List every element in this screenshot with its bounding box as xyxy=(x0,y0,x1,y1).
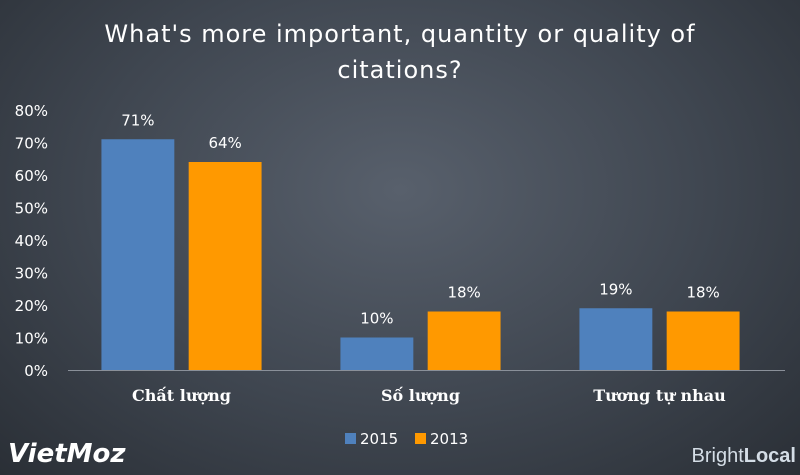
category-labels-group: Chất lượng Số lượng Tương tự nhau xyxy=(132,386,726,405)
vietmoz-logo: VietMoz xyxy=(8,439,126,469)
bar-2015-0 xyxy=(101,139,175,370)
legend-label-2015: 2015 xyxy=(360,430,398,448)
legend-label-2013: 2013 xyxy=(430,430,468,448)
data-label-2013-0: 64% xyxy=(208,134,241,152)
y-tick-label: 50% xyxy=(15,200,48,218)
bar-2013-0 xyxy=(188,162,262,370)
y-tick-label: 80% xyxy=(15,102,48,120)
y-tick-label: 0% xyxy=(24,362,48,380)
data-label-2015-1: 10% xyxy=(360,310,393,328)
category-label-1: Số lượng xyxy=(381,386,460,405)
brightlocal-logo-part1: Bright xyxy=(692,445,745,467)
bar-series-group xyxy=(101,139,740,370)
category-label-2: Tương tự nhau xyxy=(593,386,726,405)
data-label-2013-2: 18% xyxy=(686,284,719,302)
brightlocal-logo-part2: Local xyxy=(744,445,796,467)
data-label-2015-0: 71% xyxy=(121,111,154,129)
y-tick-label: 40% xyxy=(15,232,48,250)
bar-2013-2 xyxy=(666,311,740,370)
bar-2015-2 xyxy=(579,308,653,370)
bar-2015-1 xyxy=(340,337,414,370)
y-tick-label: 70% xyxy=(15,135,48,153)
data-label-2013-1: 18% xyxy=(447,284,480,302)
legend-swatch-2013 xyxy=(415,433,426,444)
y-tick-label: 60% xyxy=(15,167,48,185)
y-tick-label: 30% xyxy=(15,265,48,283)
y-axis-tick-labels: 0% 10% 20% 30% 40% 50% 60% 70% 80% xyxy=(15,102,48,380)
data-label-2015-2: 19% xyxy=(599,280,632,298)
legend: 2015 2013 xyxy=(345,430,468,448)
bar-2013-1 xyxy=(427,311,501,370)
chart-title-line-1: What's more important, quantity or quali… xyxy=(104,20,695,48)
category-label-0: Chất lượng xyxy=(132,386,231,405)
y-tick-label: 20% xyxy=(15,297,48,315)
legend-swatch-2015 xyxy=(345,433,356,444)
y-tick-label: 10% xyxy=(15,330,48,348)
brightlocal-logo: BrightLocal xyxy=(692,445,797,467)
data-labels-group: 71% 64% 10% 18% 19% 18% xyxy=(121,111,720,327)
chart-title-line-2: citations? xyxy=(337,56,462,84)
